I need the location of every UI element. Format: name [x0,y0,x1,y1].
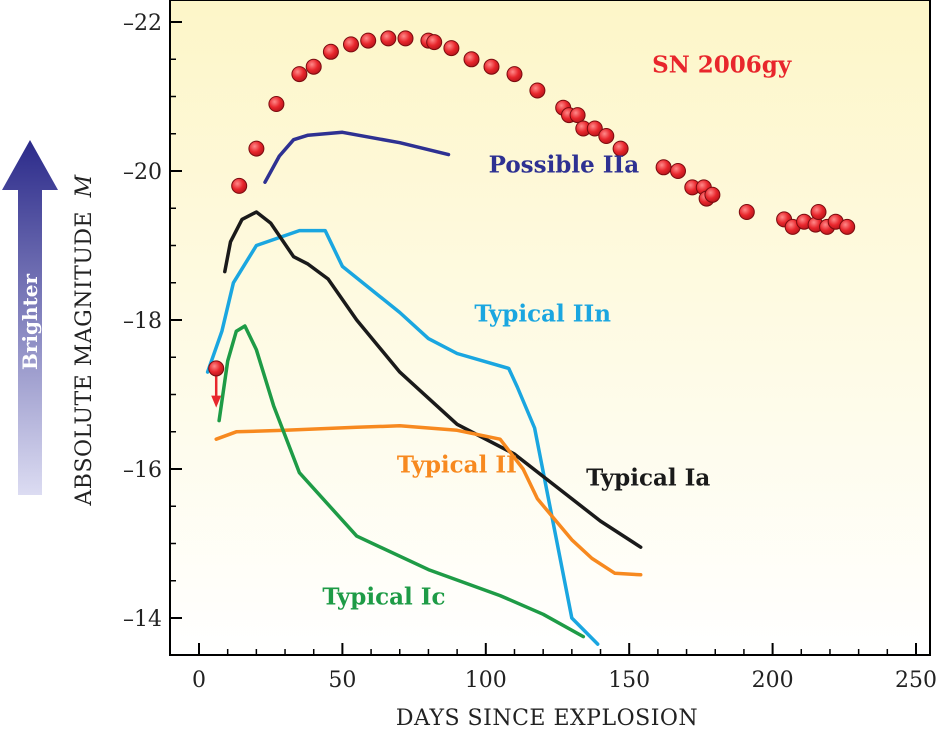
upper-limit-point [208,360,225,377]
x-tick-label: 50 [328,668,356,693]
scatter-point [839,218,856,235]
scatter-point [397,30,414,47]
arrow-down-icon [211,395,222,408]
plot-area [170,0,930,655]
arrow-up-icon [2,140,58,495]
axes: 0 50 100 150 200 250 –22 –20 –18 –16 –14 [123,11,937,693]
label-typical-ii: Typical II [397,452,517,479]
scatter-point [322,43,339,60]
y-tick-label: –18 [123,309,162,334]
label-typical-ic: Typical Ic [322,584,445,611]
x-tick-label: 150 [608,668,650,693]
scatter-point [291,66,308,83]
x-tick-label: 100 [465,668,507,693]
y-axis-title: ABSOLUTE MAGNITUDE M [72,174,97,506]
scatter-point [483,58,500,75]
x-tick-label: 0 [192,668,206,693]
scatter-point [360,32,377,49]
scatter-point [268,96,285,112]
scatter-point [586,120,603,137]
scatter-point [426,34,443,51]
plot-frame [169,0,931,656]
label-sn-2006gy: SN 2006gy [652,52,792,79]
scatter-point [529,82,546,99]
y-tick-label: –22 [123,11,162,36]
y-tick-label: –16 [123,458,162,483]
series-line-possible-iia [263,130,451,184]
label-typical-ia: Typical Ia [586,464,710,491]
curve-labels: SN 2006gy Possible IIa Typical IIn Typical … [322,52,792,611]
x-tick-label: 200 [752,668,794,693]
scatter-point [569,107,586,124]
scatter-point [506,66,523,83]
series-line-typical-ic [217,324,586,639]
scatter-point [463,51,480,68]
scatter-point [443,40,460,57]
scatter-point [305,58,322,75]
series-line-typical-ii [214,424,643,577]
scatter-point [612,140,629,157]
scatter-points [231,30,856,235]
scatter-point [248,140,265,157]
scatter-point [598,128,615,144]
scatter-point [655,159,672,176]
scatter-point [704,186,721,203]
scatter-point [670,163,686,179]
scatter-point [231,177,248,194]
brighter-arrow: Brighter [2,140,58,495]
series-line-typical-ia [223,210,643,549]
x-tick-label: 250 [895,668,937,693]
scatter-point [380,30,397,47]
y-tick-label: –14 [123,607,162,632]
scatter-point [343,36,359,53]
x-axis-title: DAYS SINCE EXPLOSION [396,706,698,729]
scatter-point [810,204,827,220]
label-typical-iin: Typical IIn [474,300,611,327]
y-axis-title-text: ABSOLUTE MAGNITUDE [72,211,97,507]
curves [205,130,643,646]
brighter-label: Brighter [18,274,42,371]
series-line-typical-iin [205,228,600,646]
label-possible-iia: Possible IIa [489,151,640,178]
y-axis-symbol: M [72,174,97,198]
y-tick-label: –20 [123,160,162,185]
upper-limit-marker [208,360,225,408]
scatter-point [738,204,755,220]
